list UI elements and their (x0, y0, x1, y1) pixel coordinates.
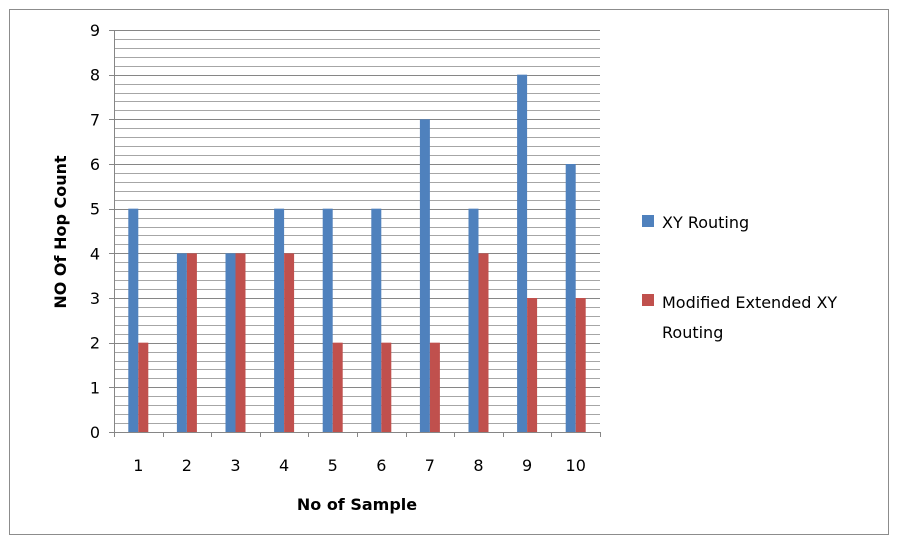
bar-xy-routing (225, 253, 236, 432)
y-tick-label: 7 (90, 110, 100, 129)
legend-label-modified-extended-xy-routing: Modified Extended XY (662, 293, 837, 312)
x-tick-label: 2 (182, 456, 192, 475)
bar-modified-extended-xy-routing (575, 298, 586, 432)
bar-xy-routing (517, 74, 528, 433)
y-axis-ticks: 0 1 2 3 4 5 6 7 8 9 (90, 21, 114, 442)
legend-label-modified-extended-xy-routing-line2: Routing (662, 323, 723, 342)
x-tick-label: 9 (522, 456, 532, 475)
bar-modified-extended-xy-routing (381, 342, 392, 432)
bar-xy-routing (176, 253, 187, 432)
bar-modified-extended-xy-routing (478, 253, 489, 432)
y-tick-label: 2 (90, 334, 100, 353)
bar-xy-routing (468, 208, 479, 432)
bars (128, 74, 586, 433)
x-tick-label: 3 (230, 456, 240, 475)
y-tick-label: 6 (90, 155, 100, 174)
y-tick-label: 3 (90, 289, 100, 308)
x-tick-label: 7 (425, 456, 435, 475)
legend: XY Routing Modified Extended XY Routing (642, 213, 837, 342)
bar-xy-routing (565, 164, 576, 432)
y-tick-label: 0 (90, 423, 100, 442)
x-axis-title: No of Sample (297, 495, 417, 514)
y-axis-title: NO Of Hop Count (51, 155, 70, 309)
bar-modified-extended-xy-routing (138, 342, 149, 432)
y-tick-label: 5 (90, 200, 100, 219)
x-tick-label: 10 (566, 456, 586, 475)
bar-modified-extended-xy-routing (235, 253, 246, 432)
y-tick-label: 8 (90, 66, 100, 85)
bar-xy-routing (371, 208, 382, 432)
x-tick-label: 1 (133, 456, 143, 475)
x-axis-ticks: 1 2 3 4 5 6 7 8 9 10 (133, 432, 601, 475)
bar-modified-extended-xy-routing (429, 342, 440, 432)
bar-modified-extended-xy-routing (527, 298, 538, 432)
legend-swatch-modified-extended-xy-routing (642, 294, 654, 306)
bar-modified-extended-xy-routing (186, 253, 197, 432)
x-tick-label: 5 (328, 456, 338, 475)
bar-xy-routing (128, 208, 139, 432)
x-tick-label: 6 (376, 456, 386, 475)
x-tick-label: 8 (473, 456, 483, 475)
bar-xy-routing (274, 208, 285, 432)
y-tick-label: 1 (90, 378, 100, 397)
bar-modified-extended-xy-routing (284, 253, 295, 432)
x-tick-label: 4 (279, 456, 289, 475)
legend-swatch-xy-routing (642, 215, 654, 227)
bar-modified-extended-xy-routing (332, 342, 343, 432)
y-tick-label: 9 (90, 21, 100, 40)
bar-xy-routing (322, 208, 333, 432)
y-tick-label: 4 (90, 244, 100, 263)
legend-label-xy-routing: XY Routing (662, 213, 749, 232)
bar-xy-routing (419, 119, 430, 432)
